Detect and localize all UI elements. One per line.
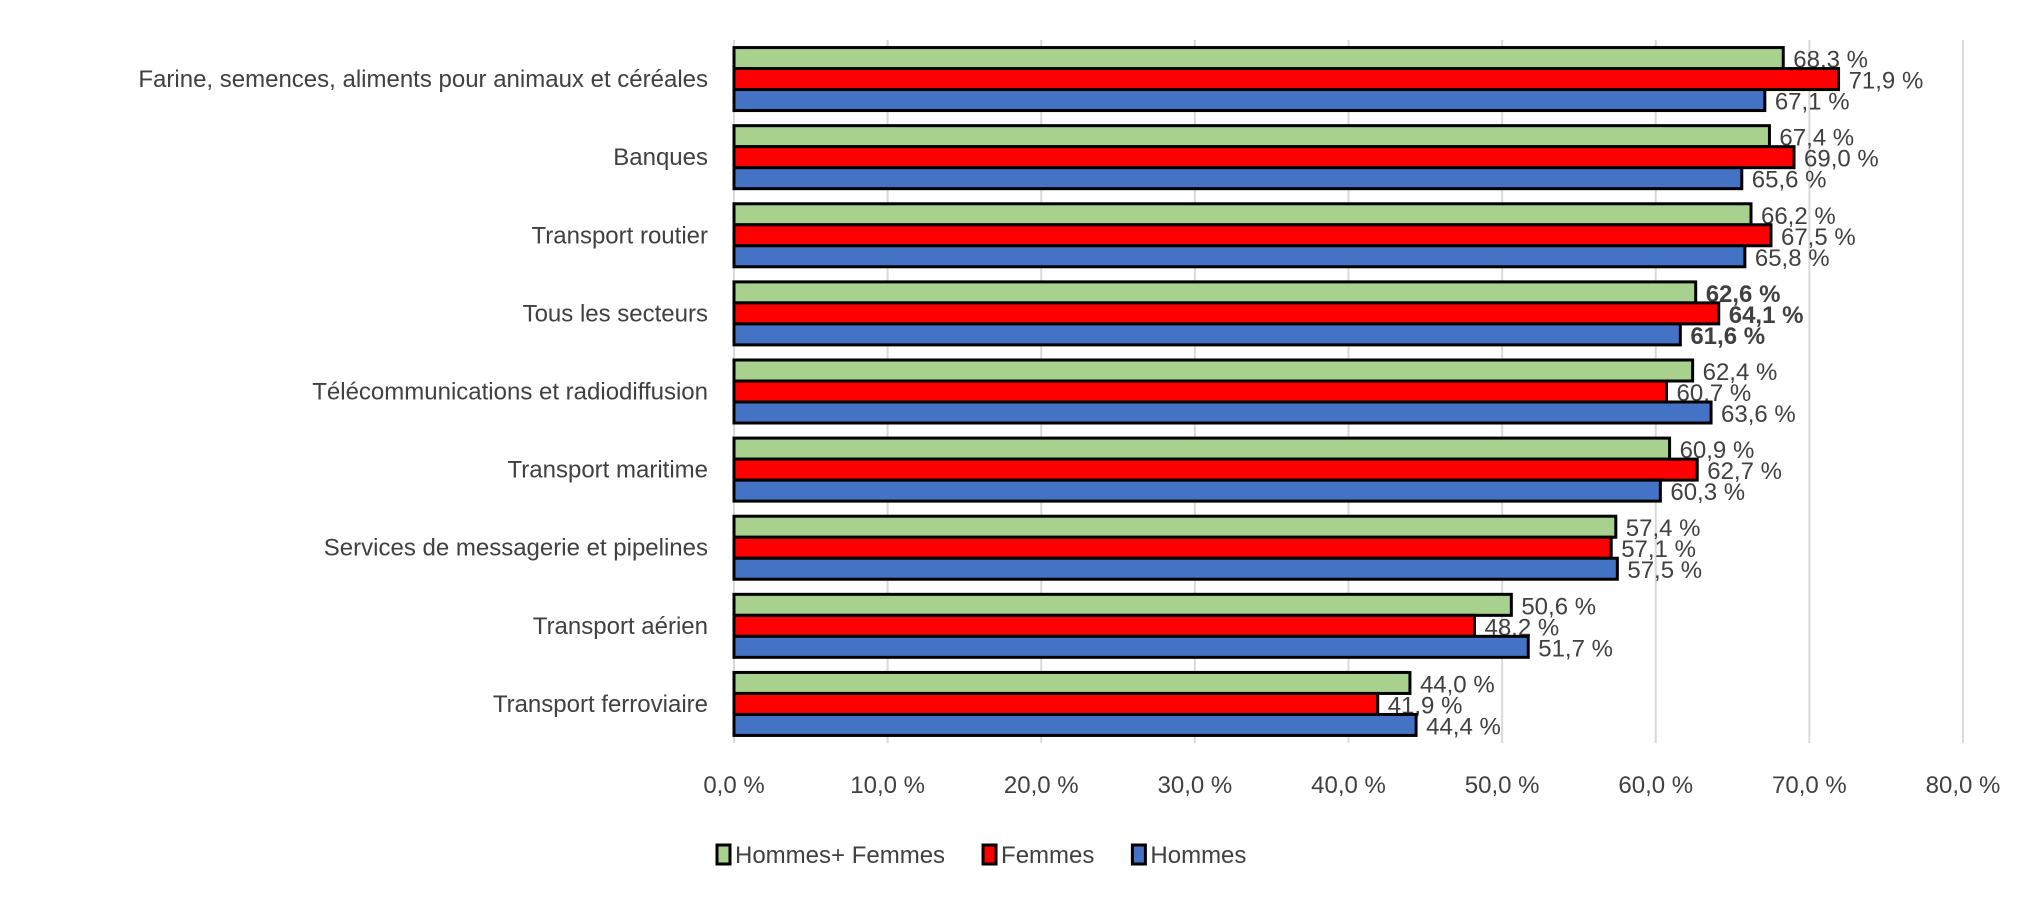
x-tick-label: 30,0 % [1158,772,1233,799]
data-label: 67,5 % [1781,224,1856,251]
data-label: 61,6 % [1690,323,1765,350]
data-label: 44,4 % [1426,713,1501,740]
data-label: 62,7 % [1707,458,1782,485]
data-label: 71,9 % [1849,68,1924,95]
x-tick-label: 0,0 % [703,772,764,799]
bar [732,670,1412,695]
category-label: Transport ferroviaire [493,691,708,718]
bar [732,613,1476,638]
data-label: 57,5 % [1627,557,1702,584]
legend-label: Femmes [1001,842,1094,869]
legend-swatch [715,843,732,866]
x-tick-label: 10,0 % [850,772,925,799]
data-label: 65,6 % [1752,167,1827,194]
data-label: 57,4 % [1626,515,1701,542]
bar [732,436,1672,461]
bar [732,478,1662,503]
x-tick-label: 80,0 % [1926,772,2001,799]
data-label: 50,6 % [1521,593,1596,620]
category-label: Tous les secteurs [523,300,708,327]
bar [732,166,1744,191]
data-label: 60,3 % [1670,479,1745,506]
bar [732,88,1767,113]
data-label: 63,6 % [1721,401,1796,428]
x-tick-label: 70,0 % [1772,772,1847,799]
x-tick-label: 20,0 % [1004,772,1079,799]
data-label: 51,7 % [1538,635,1613,662]
bar [732,244,1747,269]
data-label: 62,4 % [1703,359,1778,386]
bar [732,124,1771,149]
x-tick-label: 40,0 % [1311,772,1386,799]
legend-label: Hommes [1150,842,1246,869]
bar [732,223,1773,248]
bar [732,712,1418,737]
data-label: 64,1 % [1729,302,1804,329]
x-tick-label: 60,0 % [1618,772,1693,799]
data-label: 57,1 % [1621,536,1696,563]
bar [732,46,1785,71]
bar [732,358,1695,383]
bar [732,379,1669,404]
data-label: 66,2 % [1761,203,1836,230]
bar [732,634,1530,659]
bar [732,592,1513,617]
bar [732,457,1699,482]
data-label: 44,0 % [1420,671,1495,698]
data-label: 69,0 % [1804,146,1879,173]
bar [732,535,1613,560]
category-label: Farine, semences, aliments pour animaux … [138,66,708,93]
x-tick-label: 50,0 % [1465,772,1540,799]
bar [732,691,1380,716]
legend: Hommes+ Femmes Femmes Hommes [715,842,1246,869]
legend-label: Hommes+ Femmes [735,842,945,869]
bar [732,202,1753,227]
data-label: 67,1 % [1775,89,1850,116]
x-tick-labels: 0,0 % 10,0 % 20,0 % 30,0 % 40,0 % 50,0 % 60,0 … [703,772,2000,799]
bar [732,514,1618,539]
bar [732,400,1713,425]
category-label: Télécommunications et radiodiffusion [312,379,708,406]
bar [732,301,1721,326]
legend-swatch [1130,843,1147,866]
category-label: Transport aérien [533,613,708,640]
category-label: Transport routier [531,222,708,249]
category-label: Banques [613,144,708,171]
bar [732,280,1698,305]
bar [732,556,1619,581]
legend-swatch [981,843,998,866]
bar [732,145,1796,170]
bar [732,322,1682,347]
category-label: Services de messagerie et pipelines [324,535,708,562]
bars: 68,3 %71,9 %67,1 %67,4 %69,0 %65,6 %66,2… [732,46,1924,740]
category-label: Transport maritime [508,457,708,484]
bar [732,67,1841,92]
category-labels: Farine, semences, aliments pour animaux … [138,66,708,718]
data-label: 65,8 % [1755,245,1830,272]
